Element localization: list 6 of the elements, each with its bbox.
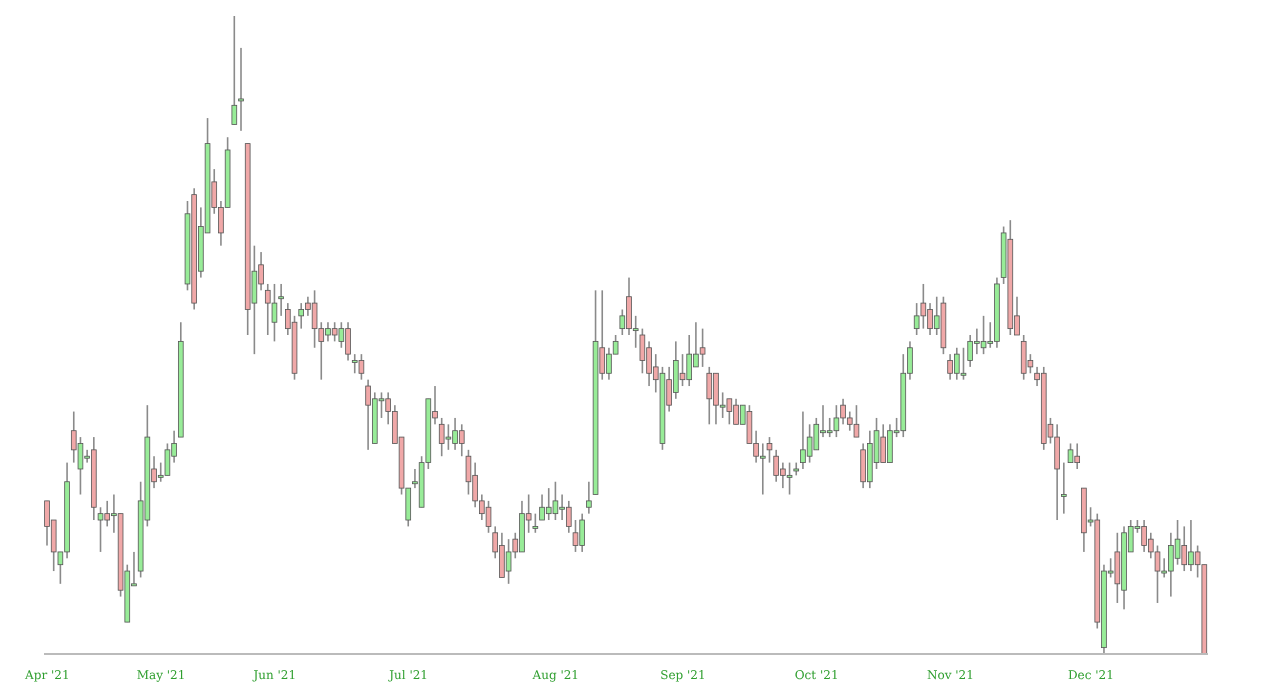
candlestick [545,488,552,521]
candlestick [1074,443,1081,469]
candlestick [974,328,980,355]
candlestick [800,411,806,469]
candlestick [1188,520,1194,572]
candlestick [559,494,565,521]
